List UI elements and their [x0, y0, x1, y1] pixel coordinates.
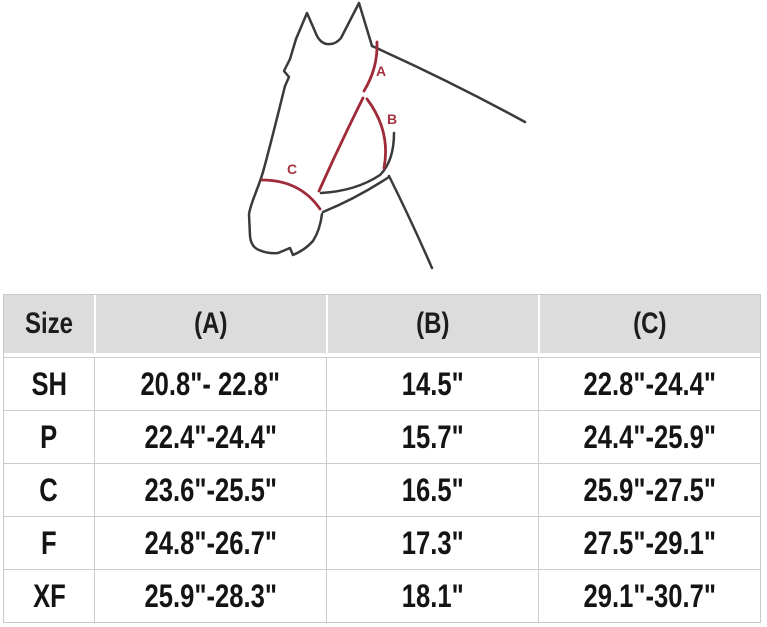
horse-neck-front-line — [387, 174, 434, 270]
col-header-a: (A) — [94, 295, 326, 357]
measurement-cell-b: 17.3" — [326, 516, 538, 569]
measurement-arc-c-noseband — [260, 178, 322, 211]
size-cell: P — [4, 410, 94, 463]
size-chart-table: Size (A) (B) (C) SH 20.8"- 22.8" 14.5" 2… — [3, 294, 761, 623]
measurement-cell-b: 18.1" — [326, 569, 538, 622]
measurement-arc-a — [362, 40, 379, 93]
measurement-cell-c: 25.9"-27.5" — [538, 463, 760, 516]
measurement-cheek-line — [317, 96, 365, 193]
table-row-sh: SH 20.8"- 22.8" 14.5" 22.8"-24.4" — [4, 357, 760, 410]
measurement-cell-b: 14.5" — [326, 357, 538, 410]
header-row: Size (A) (B) (C) — [4, 295, 760, 357]
col-header-b: (B) — [326, 295, 538, 357]
horse-measurement-figure: A B C — [0, 0, 767, 290]
size-cell: SH — [4, 357, 94, 410]
table-row-c: C 23.6"-25.5" 16.5" 25.9"-27.5" — [4, 463, 760, 516]
measurement-cell-b: 15.7" — [326, 410, 538, 463]
size-cell: F — [4, 516, 94, 569]
measurement-cell-a: 23.6"-25.5" — [94, 463, 326, 516]
measurement-cell-c: 29.1"-30.7" — [538, 569, 760, 622]
measurement-cell-a: 24.8"-26.7" — [94, 516, 326, 569]
measurement-cell-a: 22.4"-24.4" — [94, 410, 326, 463]
diagram-label-c: C — [287, 161, 297, 177]
horse-neck-top-line — [370, 44, 527, 124]
table-row-f: F 24.8"-26.7" 17.3" 27.5"-29.1" — [4, 516, 760, 569]
horse-ears-outline — [294, 1, 374, 48]
horse-jowl-line — [319, 131, 396, 195]
size-cell: C — [4, 463, 94, 516]
table-row-xf: XF 25.9"-28.3" 18.1" 29.1"-30.7" — [4, 569, 760, 622]
size-chart-table-container: Size (A) (B) (C) SH 20.8"- 22.8" 14.5" 2… — [3, 294, 761, 623]
measurement-arc-b — [365, 97, 387, 170]
diagram-label-a: A — [376, 63, 386, 79]
horse-face-outline — [247, 37, 324, 257]
measurement-cell-c: 22.8"-24.4" — [538, 357, 760, 410]
diagram-label-b: B — [387, 111, 397, 127]
size-cell: XF — [4, 569, 94, 622]
measurement-cell-c: 24.4"-25.9" — [538, 410, 760, 463]
col-header-c: (C) — [538, 295, 760, 357]
measurement-cell-b: 16.5" — [326, 463, 538, 516]
measurement-cell-a: 20.8"- 22.8" — [94, 357, 326, 410]
measurement-cell-a: 25.9"-28.3" — [94, 569, 326, 622]
col-header-size: Size — [4, 295, 94, 357]
horse-jaw-line — [321, 175, 391, 214]
measurement-cell-c: 27.5"-29.1" — [538, 516, 760, 569]
table-row-p: P 22.4"-24.4" 15.7" 24.4"-25.9" — [4, 410, 760, 463]
